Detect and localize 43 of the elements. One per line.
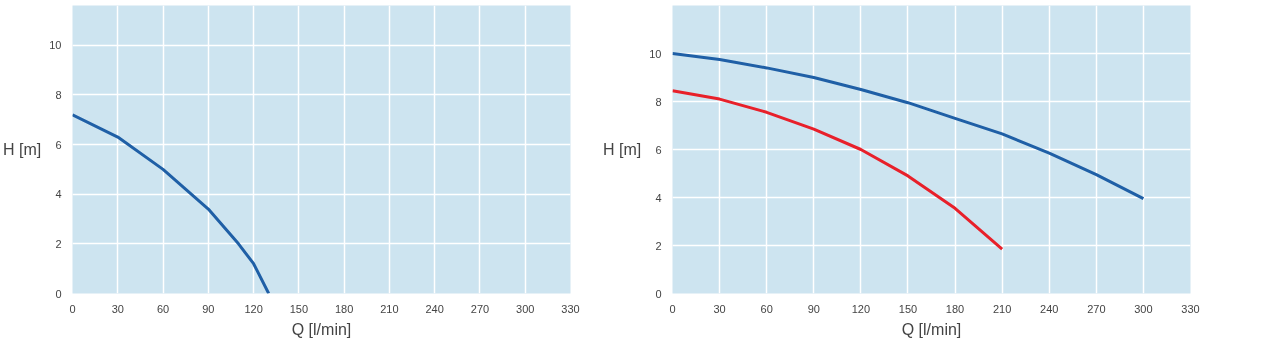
- x-tick-label: 270: [470, 302, 490, 315]
- x-tick-label: 330: [561, 302, 580, 315]
- x-tick-label: 300: [516, 302, 535, 315]
- x-tick-label: 90: [202, 302, 215, 315]
- x-tick-label: 60: [760, 302, 773, 315]
- x-tick-label: 30: [111, 302, 124, 315]
- x-tick-label: 300: [1134, 302, 1153, 315]
- x-tick-label: 0: [669, 302, 676, 315]
- x-tick-label: 90: [807, 302, 820, 315]
- y-tick-label: 0: [55, 287, 62, 300]
- y-tick-label: 4: [55, 188, 62, 201]
- line-series: [672, 52, 1145, 201]
- y-tick-label: 0: [655, 287, 662, 300]
- x-tick-label: 210: [992, 302, 1012, 315]
- y-axis-title: H [m]: [603, 141, 642, 158]
- y-tick-label: 2: [655, 239, 662, 252]
- x-tick-label: 270: [1087, 302, 1106, 315]
- x-tick-label: 120: [244, 302, 263, 315]
- x-tick-label: 180: [334, 302, 354, 315]
- x-tick-label: 240: [1040, 302, 1059, 315]
- line-series: [72, 113, 271, 294]
- x-tick-label: 330: [1181, 302, 1200, 315]
- x-tick-label: 30: [713, 302, 726, 315]
- y-tick-label: 10: [49, 39, 62, 52]
- y-tick-label: 10: [649, 47, 662, 60]
- line-series: [672, 89, 1004, 251]
- y-tick-label: 6: [655, 143, 662, 156]
- x-tick-label: 180: [945, 302, 965, 315]
- y-tick-label: 8: [55, 88, 62, 101]
- y-tick-label: 4: [655, 191, 662, 204]
- x-tick-label: 150: [898, 302, 918, 315]
- x-tick-label: 210: [380, 302, 399, 315]
- x-axis-title: Q [l/min]: [901, 320, 962, 338]
- y-tick-label: 8: [655, 95, 662, 108]
- y-tick-label: 2: [55, 237, 62, 250]
- x-tick-label: 120: [851, 302, 871, 315]
- x-axis-title: Q [l/min]: [291, 320, 352, 338]
- x-tick-label: 150: [289, 302, 309, 315]
- x-tick-label: 0: [69, 302, 76, 315]
- x-tick-label: 240: [425, 302, 444, 315]
- y-axis-title: H [m]: [3, 141, 42, 158]
- x-tick-label: 60: [156, 302, 170, 315]
- y-tick-label: 6: [55, 138, 62, 151]
